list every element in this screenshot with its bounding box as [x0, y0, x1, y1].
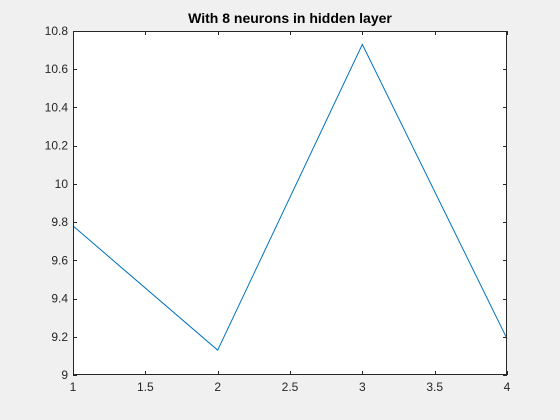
- y-tick-label: 10.4: [45, 100, 69, 114]
- chart-title: With 8 neurons in hidden layer: [188, 10, 392, 26]
- x-tick-label: 2: [214, 380, 221, 394]
- x-tick-label: 1: [70, 380, 77, 394]
- x-tick-label: 2.5: [282, 380, 299, 394]
- series-line: [72, 43, 508, 351]
- y-tick-label: 10: [55, 177, 69, 191]
- y-tick-label: 10.8: [45, 24, 69, 38]
- x-tick-label: 3: [359, 380, 366, 394]
- x-tick-label: 3.5: [426, 380, 443, 394]
- series-layer: [72, 43, 508, 351]
- y-tick-label: 9.8: [51, 215, 68, 229]
- plot-area: [73, 31, 507, 375]
- x-tick-label: 4: [504, 380, 511, 394]
- y-tick-label: 10.2: [45, 139, 69, 153]
- y-tick-label: 9.6: [51, 253, 68, 267]
- y-tick-label: 9: [61, 368, 68, 382]
- y-tick-label: 9.4: [51, 292, 68, 306]
- y-tick-label: 9.2: [51, 330, 68, 344]
- x-tick-label: 1.5: [137, 380, 154, 394]
- y-tick-label: 10.6: [45, 62, 69, 76]
- ticks-layer: 1 1.5 2 2.5 3 3.5 4 9 9.2 9.4 9.6 9.8 10 10.2 10.4 10.6…: [45, 24, 511, 394]
